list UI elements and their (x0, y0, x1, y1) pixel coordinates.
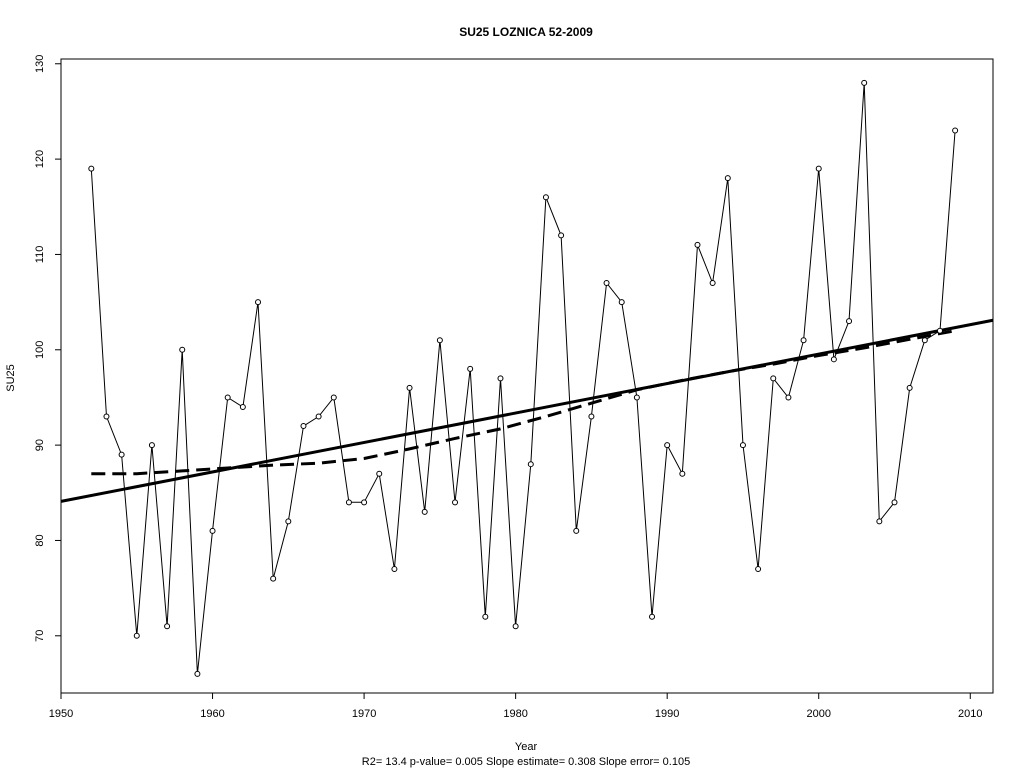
y-axis: 70 80 90 100 110 120 130 (34, 55, 61, 642)
data-point (785, 394, 792, 401)
data-point (891, 499, 898, 506)
data-point (194, 670, 201, 677)
data-point (558, 232, 565, 239)
data-point (361, 499, 368, 506)
data-point (755, 566, 762, 573)
y-axis-label: SU25 (5, 364, 17, 392)
data-point (618, 299, 625, 306)
x-axis: 1950 1960 1970 1980 1990 2000 2010 (49, 693, 983, 720)
data-point (876, 518, 883, 525)
data-point (406, 384, 413, 391)
data-point (330, 394, 337, 401)
x-tick-label: 2000 (806, 708, 830, 720)
data-point (830, 356, 837, 363)
x-axis-label: Year (515, 741, 538, 753)
x-tick-label: 1950 (49, 708, 73, 720)
series-line (90, 82, 956, 674)
data-point (315, 413, 322, 420)
data-point (664, 442, 671, 449)
data-point (376, 470, 383, 477)
x-tick-label: 1990 (655, 708, 679, 720)
data-point (527, 461, 534, 468)
data-point (88, 165, 95, 172)
y-tick-label: 120 (34, 150, 46, 168)
data-point (482, 613, 489, 620)
x-tick-label: 1960 (200, 708, 224, 720)
data-point (588, 413, 595, 420)
x-tick-label: 1980 (503, 708, 527, 720)
x-tick-label: 2010 (958, 708, 982, 720)
data-point (179, 346, 186, 353)
data-point (906, 384, 913, 391)
data-point (345, 499, 352, 506)
data-point (239, 403, 246, 410)
y-tick-label: 80 (34, 534, 46, 546)
data-point (164, 623, 171, 630)
data-point (739, 442, 746, 449)
data-point (300, 423, 307, 430)
chart-title: SU25 LOZNICA 52-2009 (459, 25, 593, 39)
data-point (633, 394, 640, 401)
data-point (497, 375, 504, 382)
data-point (573, 527, 580, 534)
data-point (542, 194, 549, 201)
y-tick-label: 70 (34, 630, 46, 642)
data-point (285, 518, 292, 525)
data-point (436, 337, 443, 344)
data-point (148, 442, 155, 449)
data-point (921, 337, 928, 344)
data-point (603, 280, 610, 287)
plot-frame (60, 58, 994, 694)
data-point (709, 280, 716, 287)
y-tick-label: 90 (34, 439, 46, 451)
data-point (679, 470, 686, 477)
y-tick-label: 110 (34, 246, 46, 264)
plot-border (60, 58, 994, 694)
data-point (224, 394, 231, 401)
data-point (861, 79, 868, 86)
data-point (694, 241, 701, 248)
y-tick-label: 100 (34, 341, 46, 359)
data-point (391, 566, 398, 573)
data-point (846, 318, 853, 325)
data-point (118, 451, 125, 458)
series-layer (60, 79, 994, 677)
data-point (512, 623, 519, 630)
data-point (421, 508, 428, 515)
y-tick-label: 130 (34, 55, 46, 73)
data-point (467, 365, 474, 372)
data-point (800, 337, 807, 344)
data-point (936, 327, 943, 334)
data-point (815, 165, 822, 172)
data-point (770, 375, 777, 382)
x-tick-label: 1970 (352, 708, 376, 720)
data-point (452, 499, 459, 506)
data-point (724, 175, 731, 182)
data-point (649, 613, 656, 620)
data-point (270, 575, 277, 582)
data-point (209, 527, 216, 534)
data-point (103, 413, 110, 420)
trend-line (60, 318, 994, 503)
stats-subtitle: R2= 13.4 p-value= 0.005 Slope estimate= … (362, 756, 690, 768)
data-point (952, 127, 959, 134)
data-point (133, 632, 140, 639)
data-point (255, 299, 262, 306)
